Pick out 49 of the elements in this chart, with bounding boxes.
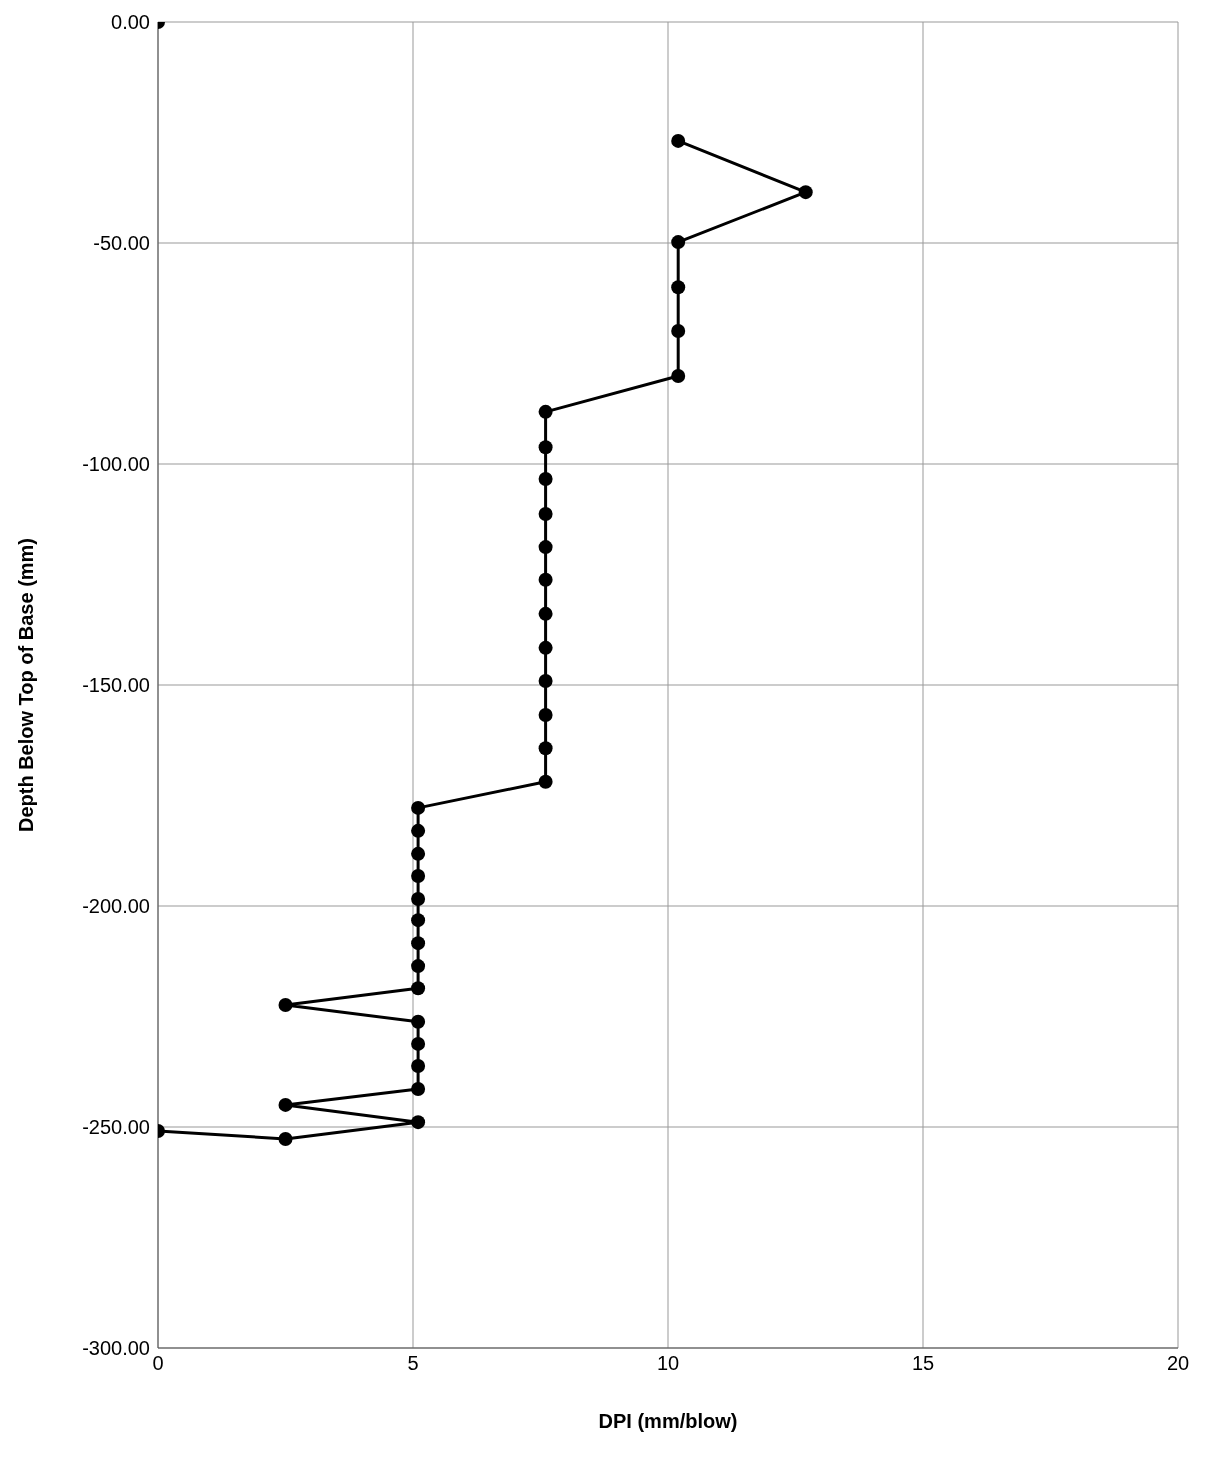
point — [538, 404, 553, 419]
point — [411, 846, 426, 861]
point — [278, 1097, 293, 1112]
point — [538, 506, 553, 521]
point — [538, 674, 553, 689]
point — [278, 998, 293, 1013]
x-axis-title: DPI (mm/blow) — [598, 1410, 738, 1432]
point — [671, 280, 686, 295]
x-tick-label: 5 — [407, 1352, 419, 1375]
point — [671, 235, 686, 250]
point — [411, 868, 426, 883]
point — [671, 369, 686, 384]
point — [411, 1081, 426, 1096]
y-tick-label: -300.00 — [82, 1337, 150, 1360]
point — [538, 540, 553, 555]
y-tick-label: -250.00 — [82, 1116, 150, 1139]
point — [411, 891, 426, 906]
x-tick-label: 20 — [1166, 1352, 1190, 1375]
point — [411, 959, 426, 974]
y-tick-label: -150.00 — [82, 674, 150, 697]
point — [411, 1115, 426, 1130]
point — [411, 936, 426, 951]
point — [538, 774, 553, 789]
x-tick-label: 10 — [656, 1352, 680, 1375]
point — [671, 323, 686, 338]
y-tick-label: -200.00 — [82, 895, 150, 918]
point — [411, 981, 426, 996]
point — [278, 1131, 293, 1146]
point — [538, 440, 553, 455]
x-tick-label: 15 — [911, 1352, 935, 1375]
point — [538, 741, 553, 756]
y-tick-label: -100.00 — [82, 453, 150, 476]
point — [538, 572, 553, 587]
y-tick-label: -50.00 — [93, 232, 150, 255]
point — [411, 1014, 426, 1029]
point — [411, 1059, 426, 1073]
point — [411, 913, 426, 928]
point — [411, 800, 426, 815]
point — [411, 823, 426, 838]
y-axis-title: Depth Below Top of Base (mm) — [15, 537, 38, 833]
point — [798, 185, 813, 200]
y-tick-label: 0.00 — [111, 11, 150, 34]
point — [538, 606, 553, 621]
point — [671, 133, 686, 148]
point — [411, 1036, 426, 1051]
point — [538, 640, 553, 655]
point — [538, 472, 553, 487]
point — [538, 708, 553, 723]
x-tick-label: 0 — [152, 1352, 164, 1375]
